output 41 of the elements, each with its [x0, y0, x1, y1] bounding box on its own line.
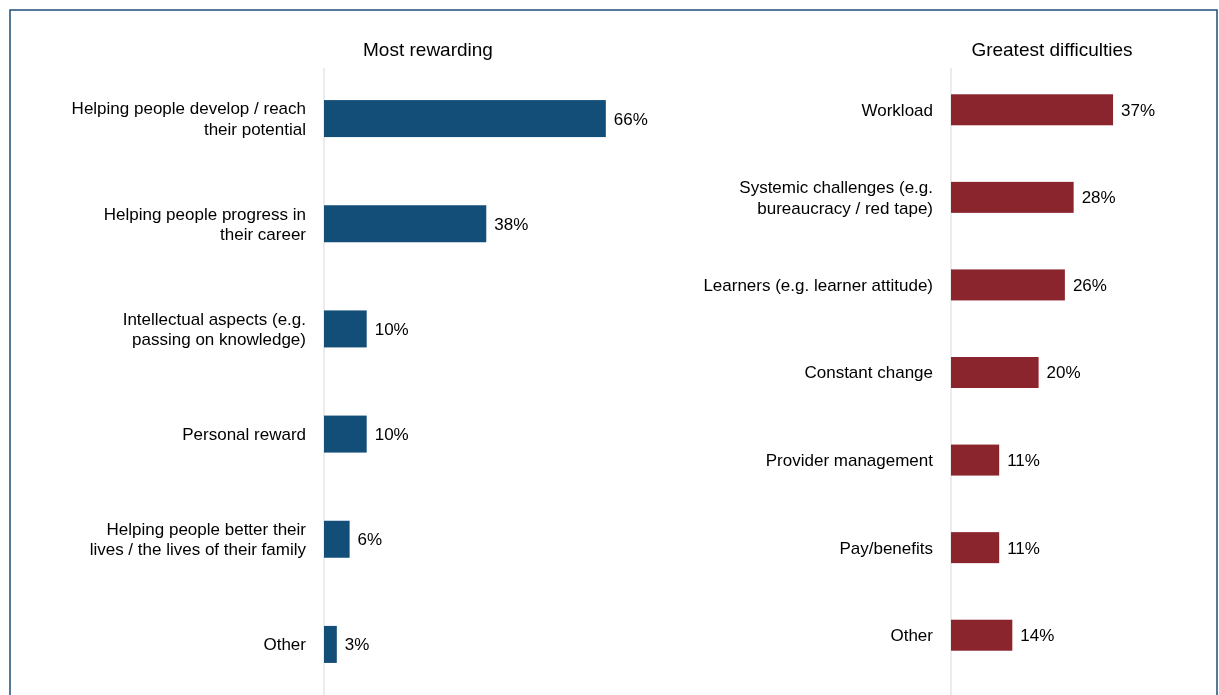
bar	[324, 415, 367, 453]
data-label: 6%	[357, 530, 383, 550]
data-label: 37%	[1121, 100, 1156, 120]
bar	[324, 520, 350, 558]
data-label: 10%	[374, 425, 409, 445]
data-label: 14%	[1020, 626, 1055, 646]
data-label: 38%	[494, 214, 529, 234]
y-tick-label: Pay/benefits	[839, 538, 933, 558]
y-tick-label: Constant change	[804, 363, 933, 383]
y-tick-label: Learners (e.g. learner attitude)	[703, 275, 933, 295]
data-label: 20%	[1046, 363, 1081, 383]
y-tick-label: Workload	[861, 100, 933, 120]
bar	[324, 310, 367, 348]
data-label: 10%	[374, 319, 409, 339]
y-tick-label: Helping people better their lives / the lives of their family	[89, 520, 307, 560]
bar	[324, 625, 337, 663]
data-label: 3%	[344, 635, 370, 655]
y-tick-label: Intellectual aspects (e.g. passing on knowledge)	[122, 309, 306, 350]
chart-title: Most rewarding	[363, 39, 493, 60]
bar	[324, 205, 487, 243]
y-tick-label: Systemic challenges (e.g. bureaucracy / red tape)	[739, 178, 933, 218]
data-label: 11%	[1007, 451, 1040, 471]
chart-title: Greatest difficulties	[971, 39, 1133, 60]
data-label: 11%	[1007, 538, 1040, 558]
bar	[951, 357, 1039, 388]
data-label: 28%	[1081, 188, 1116, 208]
bar	[951, 444, 1000, 476]
bar	[951, 94, 1114, 126]
bar	[324, 100, 606, 138]
bar	[951, 181, 1074, 213]
y-tick-label: Helping people develop / reach their potential	[71, 99, 306, 139]
y-tick-label: Other	[263, 635, 307, 655]
y-tick-label: Helping people progress in their career	[103, 204, 307, 244]
y-tick-label: Personal reward	[182, 425, 306, 445]
bar	[951, 532, 1000, 564]
bar	[951, 619, 1013, 651]
y-tick-label: Other	[890, 626, 934, 646]
y-tick-label: Provider management	[765, 451, 934, 471]
bar	[951, 269, 1065, 301]
data-label: 26%	[1072, 275, 1107, 295]
data-label: 66%	[613, 109, 648, 129]
